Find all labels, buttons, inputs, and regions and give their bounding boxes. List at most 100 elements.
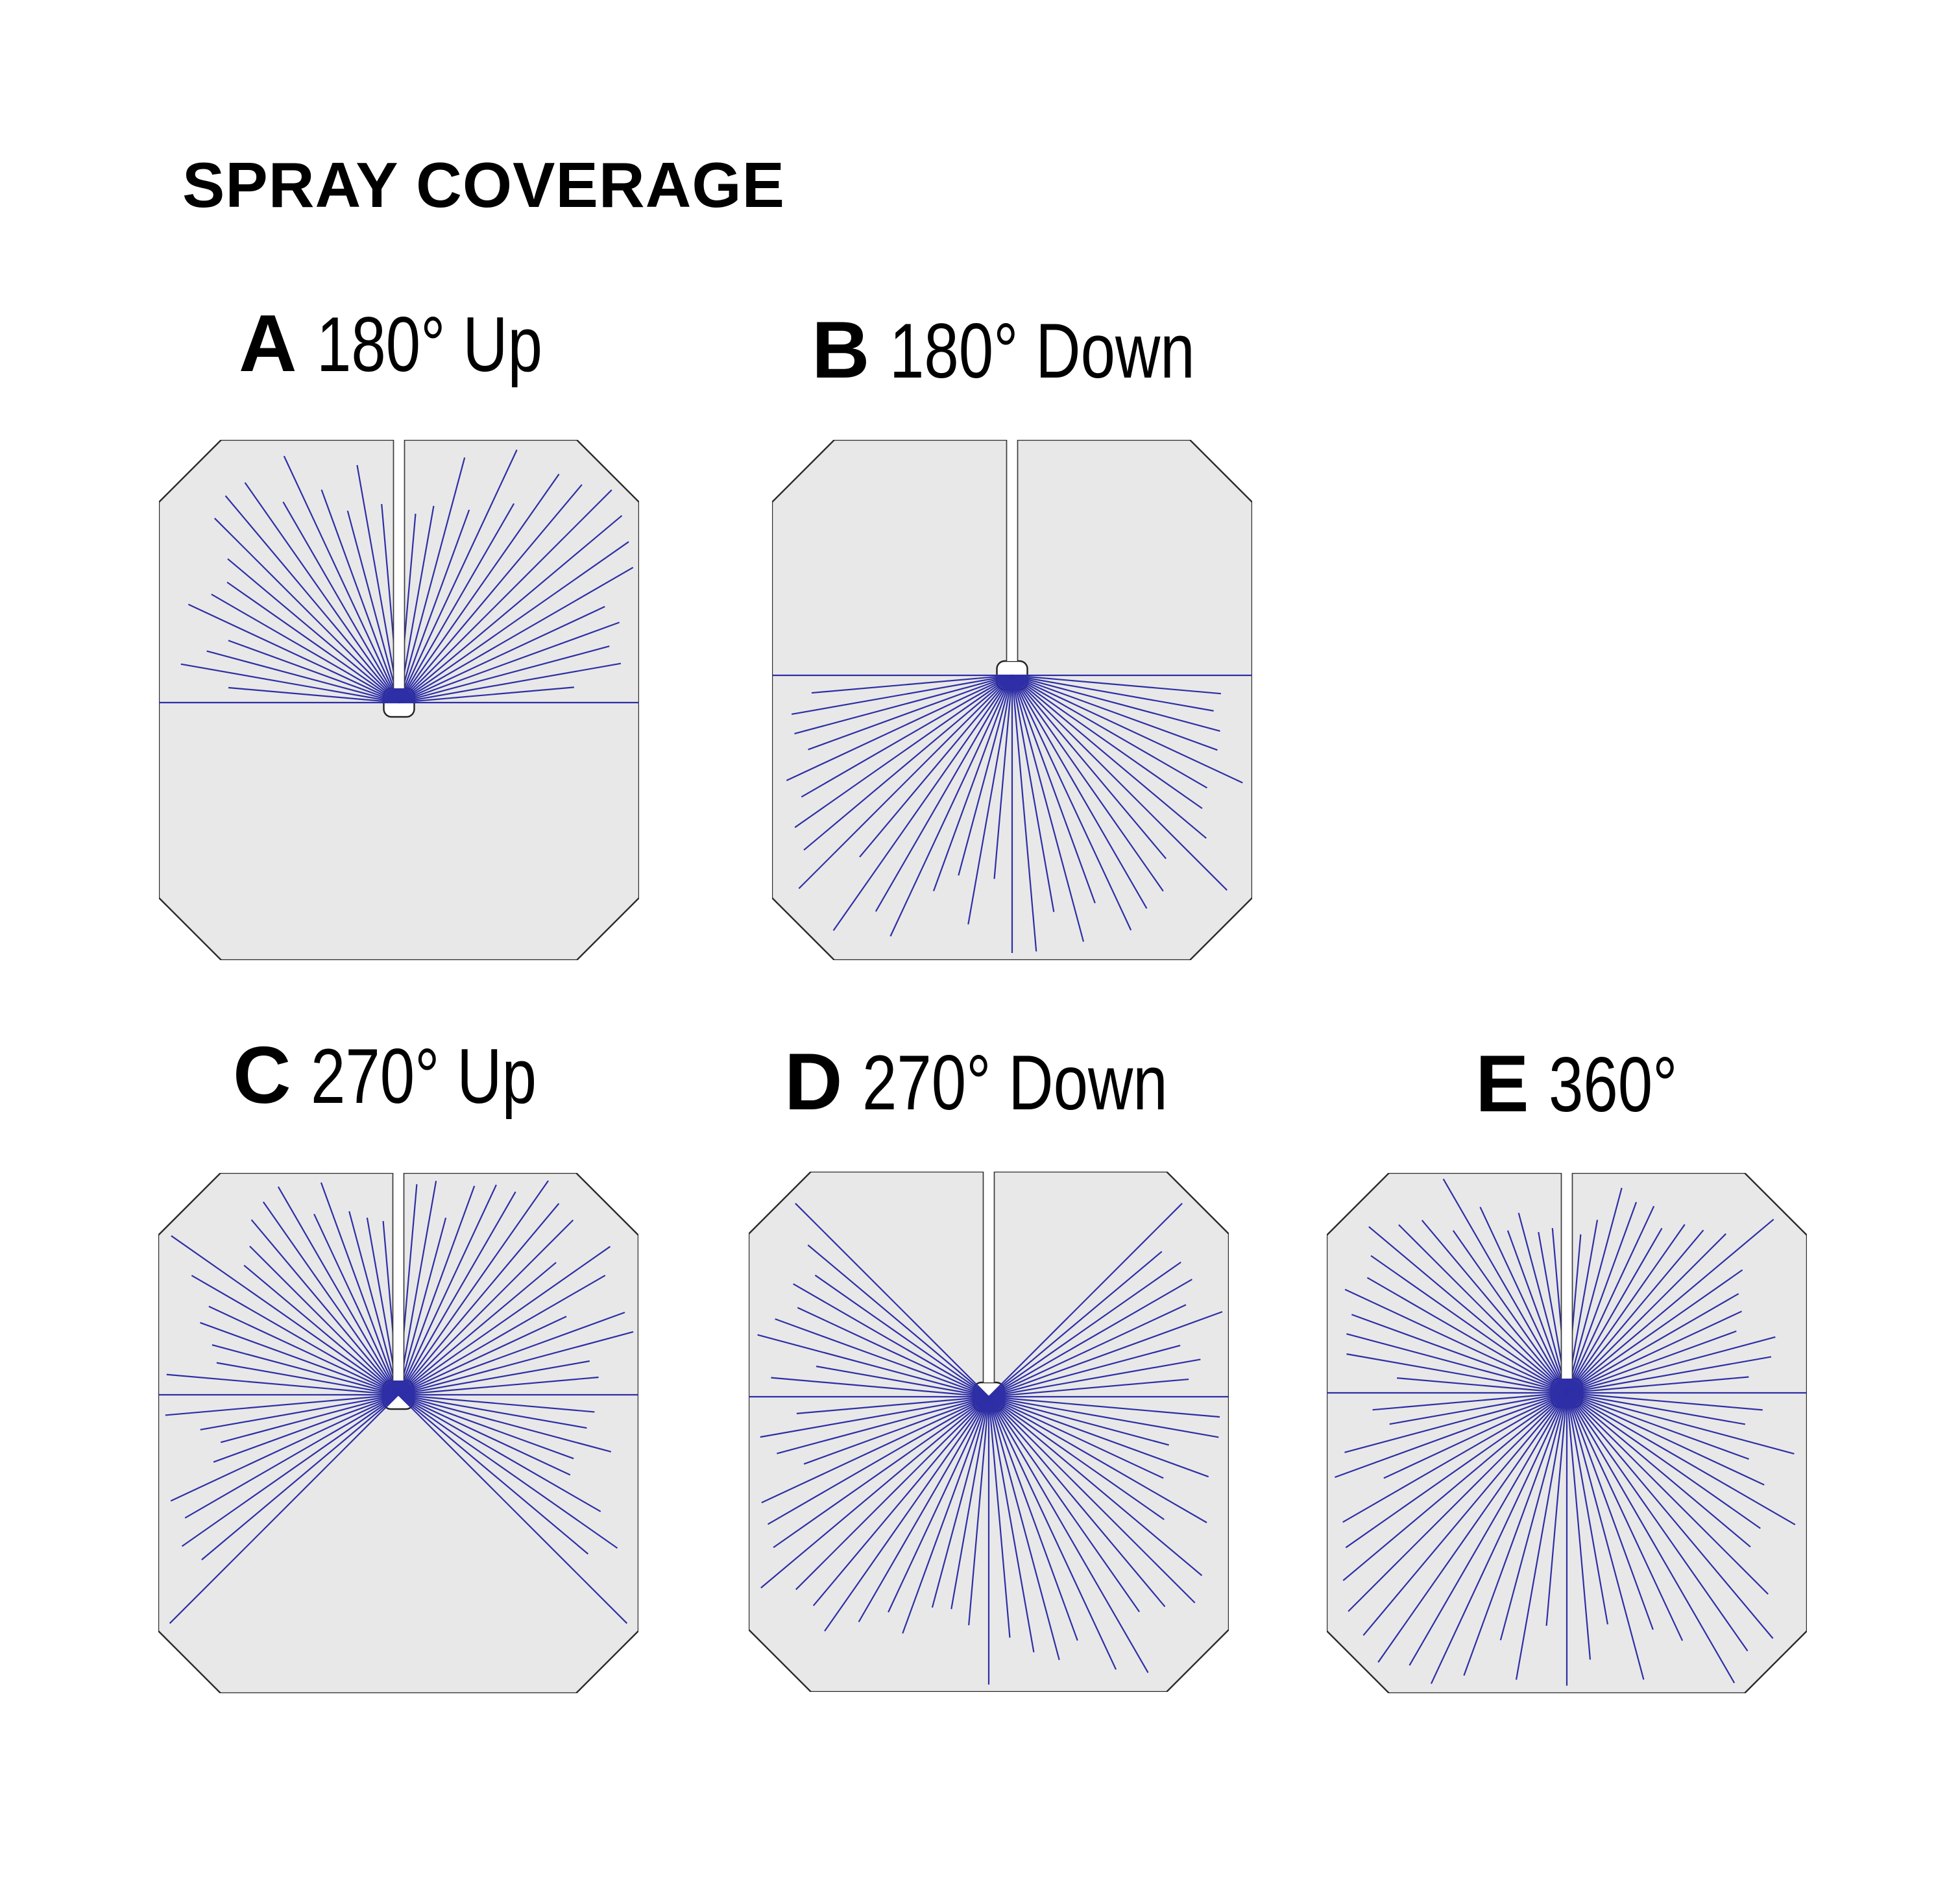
spray-line [858, 1396, 989, 1623]
spray-line [250, 1219, 399, 1395]
spray-line [188, 603, 400, 703]
spray-line [1011, 674, 1214, 712]
spray-line [902, 1396, 990, 1634]
spray-line [760, 1396, 989, 1589]
spray-line [808, 674, 1013, 751]
diagram-label-e: E 360° [1475, 1044, 1710, 1124]
spray-line [832, 675, 1013, 931]
spray-line [1362, 1392, 1567, 1636]
spray-line [398, 1180, 549, 1395]
spray-line [1566, 1392, 1769, 1595]
spray-line [398, 457, 466, 703]
diagram-caption: 180° Down [889, 308, 1195, 394]
spray-line [398, 489, 612, 703]
spray-line [191, 1275, 399, 1395]
spray-line [801, 675, 1013, 798]
coverage-diagram-c [158, 1173, 638, 1693]
spray-line [796, 1395, 989, 1414]
diagram-letter: D [784, 1037, 843, 1127]
spray-line [1566, 1392, 1796, 1526]
spray-line [760, 1395, 989, 1438]
spray-line [1011, 675, 1037, 952]
spray-line [1566, 1392, 1748, 1652]
spray-line [214, 518, 400, 703]
spray-line [988, 1261, 1181, 1397]
spray-line [398, 509, 470, 703]
spray-line [967, 675, 1013, 924]
spray-line [1566, 1205, 1655, 1393]
spray-line [1011, 675, 1207, 839]
spray-line [814, 1274, 989, 1397]
spray-line [184, 1394, 399, 1519]
spray-line [1566, 1392, 1608, 1624]
spray-line [1499, 1392, 1568, 1641]
spray-line [1344, 1392, 1567, 1453]
sprinkler-pipe [1006, 440, 1019, 661]
spray-line [1566, 1392, 1765, 1486]
spray-line [932, 675, 1013, 891]
spray-line [950, 1396, 990, 1610]
spray-line [1383, 1392, 1567, 1479]
spray-line [793, 1283, 989, 1397]
spray-line [398, 1393, 595, 1413]
spray-line [165, 1393, 399, 1416]
spray-line [1566, 1229, 1704, 1393]
spray-line [968, 1396, 990, 1626]
spray-line [993, 675, 1013, 879]
spray-line [1346, 1333, 1567, 1394]
spray-line [213, 1393, 399, 1463]
spray-line [1335, 1392, 1567, 1478]
spray-line [889, 675, 1013, 937]
spray-lines [159, 449, 639, 704]
spray-line [1506, 1230, 1568, 1393]
spray-line [1377, 1392, 1567, 1663]
spray-line [1566, 1392, 1761, 1529]
spray-line [170, 1394, 399, 1502]
spray-line [206, 650, 400, 704]
spray-line [958, 675, 1013, 876]
spray-line [1011, 675, 1207, 789]
spray-line [226, 581, 400, 703]
spray-line [398, 541, 629, 703]
spray-line [200, 1321, 399, 1396]
spray-line [888, 1396, 989, 1613]
spray-line [1566, 1293, 1739, 1393]
sprinkler-pipe [392, 1173, 405, 1381]
spray-line [1421, 1220, 1567, 1393]
spray-line [313, 1213, 399, 1395]
coverage-diagram-e [1327, 1173, 1807, 1693]
spray-line [228, 640, 400, 704]
spray-line [398, 1394, 628, 1624]
spray-line [398, 662, 622, 704]
spray-line [794, 674, 1013, 734]
spray-line [816, 1366, 989, 1398]
spray-line [397, 1181, 437, 1395]
spray-line [398, 1331, 634, 1396]
spray-line [988, 1395, 1220, 1418]
spray-line [988, 1310, 1223, 1398]
spray-line [1011, 674, 1220, 732]
spray-line [773, 1396, 989, 1549]
spray-line [987, 1396, 1060, 1660]
spray-line [1515, 1392, 1568, 1680]
spray-line [201, 1394, 399, 1561]
spray-line [988, 1304, 1187, 1397]
spray-line [1566, 1376, 1749, 1394]
spray-line [1566, 1310, 1743, 1393]
diagram-label-a: A 180° Up [239, 304, 599, 384]
spray-line [1566, 1224, 1686, 1393]
diagram-letter: A [239, 299, 297, 389]
spray-line [988, 1396, 1196, 1604]
spray-line [1011, 675, 1228, 891]
spray-line [1452, 1230, 1567, 1393]
spray-line [1389, 1392, 1567, 1425]
spray-line [224, 495, 400, 703]
diagram-label-d: D 270° Down [784, 1042, 1244, 1122]
pipe-body [1561, 1173, 1573, 1379]
spray-line [1366, 1277, 1567, 1393]
spray-line [1430, 1392, 1567, 1684]
spray-line [348, 1211, 400, 1395]
diagram-caption: 270° Down [862, 1039, 1168, 1126]
spray-line [1011, 675, 1085, 942]
spray-line [398, 621, 620, 704]
